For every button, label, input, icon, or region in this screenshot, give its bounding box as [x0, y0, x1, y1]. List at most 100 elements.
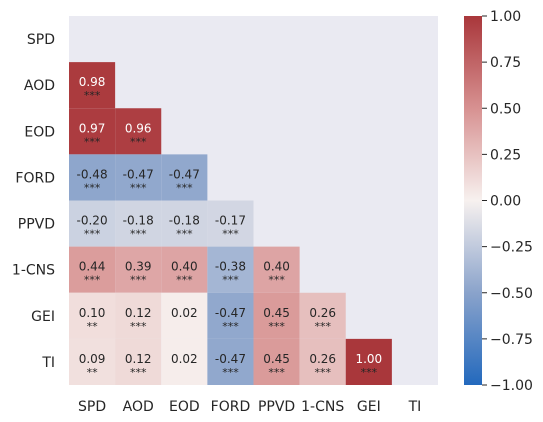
heatmap-cell-FORD-AOD: [115, 154, 162, 201]
heatmap-cell-PPVD-FORD: [207, 200, 254, 247]
cell-significance-label: ***: [176, 274, 193, 287]
cell-significance-label: ***: [268, 274, 285, 287]
heatmap-cell-TI-AOD: [115, 338, 162, 385]
heatmap-cell-TI-GEI: [345, 338, 392, 385]
heatmap-cell-PPVD-EOD: [161, 200, 208, 247]
x-tick-label: PPVD: [258, 399, 295, 415]
heatmap-cell-PPVD-SPD: [69, 200, 116, 247]
colorbar-tick-label: 0.00: [490, 194, 521, 210]
cell-significance-label: ***: [314, 366, 331, 379]
colorbar-ticks: 1.00 0.75 0.50 0.25 0.00 −0.25 −0.50 −0.75 −1.00: [482, 9, 533, 394]
y-tick-label: FORD: [15, 170, 55, 186]
cell-value-label: 0.02: [171, 352, 198, 366]
colorbar-tick-label: −0.75: [490, 332, 533, 348]
cell-significance-label: ***: [130, 135, 147, 148]
heatmap-cell-GEI-EOD: [161, 292, 208, 339]
cell-significance-label: ***: [222, 274, 239, 287]
y-tick-label: PPVD: [18, 217, 55, 233]
cell-value-label: 0.09: [79, 352, 106, 366]
heatmap-cell-TI-SPD: [69, 338, 116, 385]
cell-labels: 0.98***0.97***0.96***-0.48***-0.47***-0.…: [77, 75, 383, 379]
cell-value-label: 0.39: [125, 260, 152, 274]
cell-value-label: 0.26: [309, 352, 336, 366]
heatmap-cells: [69, 62, 392, 385]
x-axis-tick-labels: SPD AOD EOD FORD PPVD 1-CNS GEI TI: [78, 399, 421, 415]
cell-value-label: -0.47: [215, 352, 246, 366]
heatmap-cell-TI-FORD: [207, 338, 254, 385]
colorbar: [464, 16, 482, 385]
cell-value-label: 0.26: [309, 306, 336, 320]
colorbar-tick-label: 0.50: [490, 101, 521, 117]
cell-significance-label: ***: [314, 320, 331, 333]
cell-value-label: 0.45: [263, 352, 290, 366]
heatmap-cell-1-CNS-FORD: [207, 246, 254, 293]
cell-value-label: -0.20: [77, 214, 108, 228]
colorbar-tick-label: 0.25: [490, 147, 521, 163]
heatmap-cell-GEI-AOD: [115, 292, 162, 339]
y-tick-label: 1-CNS: [12, 263, 55, 279]
cell-value-label: -0.47: [123, 167, 154, 181]
x-tick-label: SPD: [78, 399, 106, 415]
y-tick-label: TI: [41, 355, 55, 371]
heatmap-cell-EOD-AOD: [115, 108, 162, 155]
cell-value-label: 0.44: [79, 260, 106, 274]
cell-significance-label: ***: [176, 181, 193, 194]
cell-significance-label: ***: [130, 274, 147, 287]
cell-value-label: 0.40: [171, 260, 198, 274]
y-tick-label: GEI: [31, 309, 55, 325]
cell-significance-label: ***: [84, 181, 101, 194]
heatmap-cell-GEI-FORD: [207, 292, 254, 339]
cell-value-label: -0.38: [215, 260, 246, 274]
cell-value-label: 0.02: [171, 306, 198, 320]
colorbar-tick-label: −0.25: [490, 240, 533, 256]
cell-value-label: 1.00: [355, 352, 382, 366]
heatmap-cell-FORD-SPD: [69, 154, 116, 201]
cell-significance-label: ***: [222, 320, 239, 333]
cell-value-label: 0.96: [125, 121, 152, 135]
cell-significance-label: ***: [222, 366, 239, 379]
cell-significance-label: ***: [222, 228, 239, 241]
cell-significance-label: ***: [268, 366, 285, 379]
x-tick-label: EOD: [169, 399, 200, 415]
heatmap-cell-GEI-1-CNS: [299, 292, 346, 339]
y-tick-label: EOD: [24, 124, 55, 140]
heatmap-cell-1-CNS-EOD: [161, 246, 208, 293]
cell-significance-label: ***: [130, 366, 147, 379]
heatmap-cell-1-CNS-SPD: [69, 246, 116, 293]
cell-significance-label: ***: [84, 228, 101, 241]
heatmap-cell-TI-1-CNS: [299, 338, 346, 385]
cell-value-label: 0.40: [263, 260, 290, 274]
heatmap-cell-GEI-SPD: [69, 292, 116, 339]
y-tick-label: SPD: [27, 32, 55, 48]
heatmap-cell-EOD-SPD: [69, 108, 116, 155]
heatmap-cell-1-CNS-AOD: [115, 246, 162, 293]
cell-significance-label: ***: [130, 228, 147, 241]
cell-value-label: 0.12: [125, 306, 152, 320]
cell-significance-label: ***: [130, 320, 147, 333]
cell-value-label: -0.47: [215, 306, 246, 320]
x-tick-label: GEI: [357, 399, 381, 415]
cell-value-label: -0.48: [77, 167, 108, 181]
cell-significance-label: **: [87, 320, 99, 333]
cell-value-label: -0.18: [123, 214, 154, 228]
colorbar-tick-label: −1.00: [490, 378, 533, 394]
heatmap-cell-TI-PPVD: [253, 338, 300, 385]
cell-significance-label: ***: [268, 320, 285, 333]
cell-significance-label: ***: [84, 274, 101, 287]
cell-significance-label: ***: [361, 366, 378, 379]
heatmap-cell-AOD-SPD: [69, 62, 116, 109]
colorbar-tick-label: −0.50: [490, 286, 533, 302]
cell-value-label: -0.18: [169, 214, 200, 228]
cell-significance-label: ***: [84, 135, 101, 148]
cell-value-label: 0.45: [263, 306, 290, 320]
cell-significance-label: **: [87, 366, 99, 379]
cell-significance-label: ***: [130, 181, 147, 194]
heatmap-cell-TI-EOD: [161, 338, 208, 385]
y-axis-tick-labels: SPD AOD EOD FORD PPVD 1-CNS GEI TI: [12, 32, 55, 371]
cell-value-label: 0.12: [125, 352, 152, 366]
heatmap-cell-1-CNS-PPVD: [253, 246, 300, 293]
x-tick-label: FORD: [211, 399, 251, 415]
cell-value-label: -0.17: [215, 214, 246, 228]
x-tick-label: 1-CNS: [301, 399, 344, 415]
